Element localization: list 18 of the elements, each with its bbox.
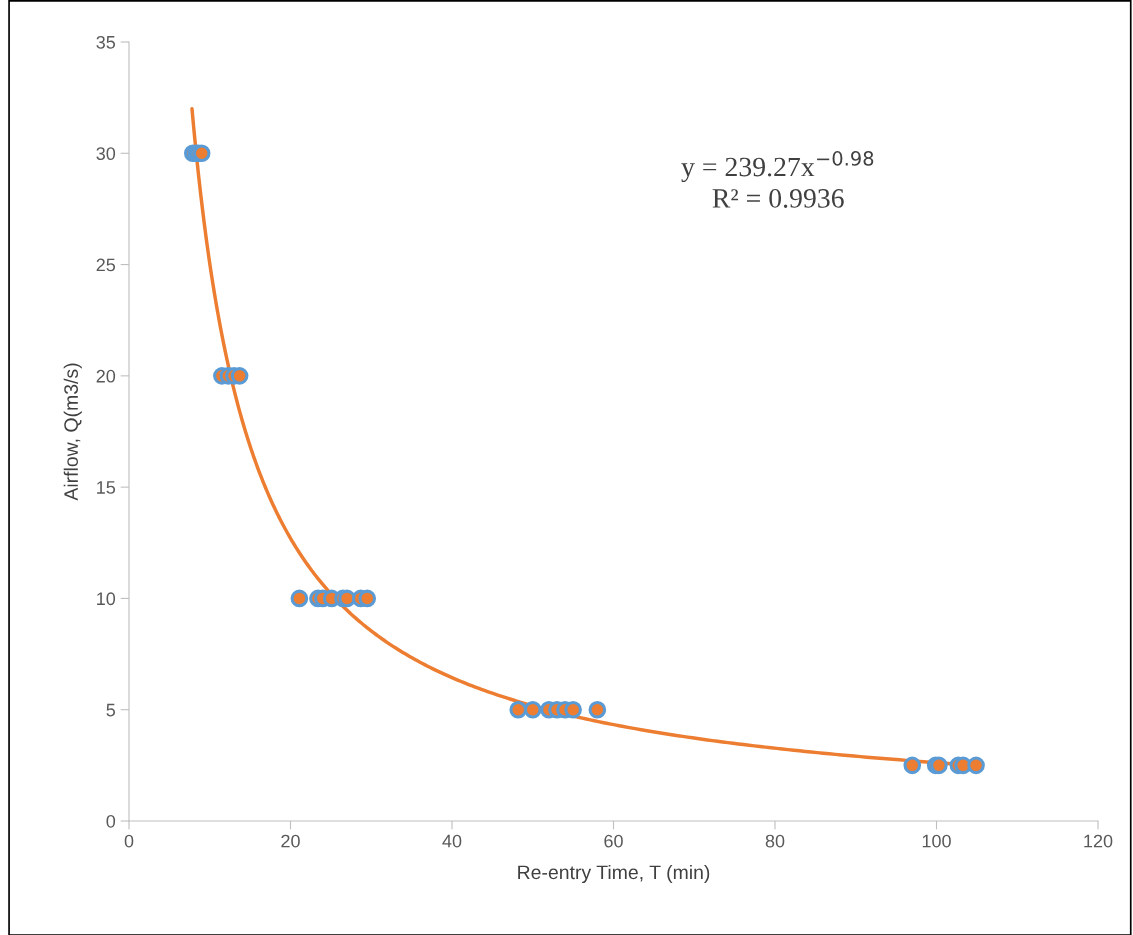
annotation: y = 239.27x$^{−0.98}$ R² = 0.9936: [681, 151, 874, 208]
y-tick-label: 0: [106, 814, 116, 828]
x-axis-title: Re-entry Time, T (min): [518, 864, 710, 884]
y-tick-label: 20: [96, 369, 116, 383]
x-tick-label: 60: [604, 834, 623, 848]
y-tick-label: 35: [96, 35, 116, 49]
y-tick-label: 30: [96, 147, 116, 161]
y-axis-title: Airflow, Q(m3/s): [63, 363, 82, 501]
y-tick-label: 5: [106, 703, 116, 717]
y-tick-label: 10: [97, 592, 116, 606]
x-tick-label: 100: [922, 834, 951, 848]
x-tick-label: 80: [765, 834, 785, 848]
x-tick-label: 0: [124, 834, 134, 848]
x-tick-label: 40: [442, 834, 462, 848]
y-tick-label: 25: [96, 258, 116, 272]
x-tick-label: 120: [1084, 834, 1113, 848]
y-tick-label: 15: [97, 481, 116, 494]
x-tick-label: 20: [281, 834, 300, 848]
